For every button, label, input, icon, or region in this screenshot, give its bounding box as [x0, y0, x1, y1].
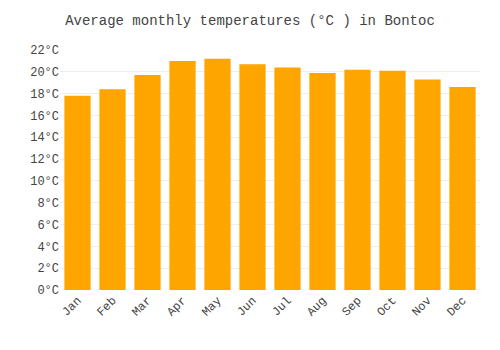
svg-text:12°C: 12°C: [30, 153, 59, 167]
svg-text:18°C: 18°C: [30, 88, 59, 102]
svg-text:Oct: Oct: [374, 294, 399, 319]
svg-text:Nov: Nov: [409, 294, 434, 319]
svg-text:Average monthly temperatures (: Average monthly temperatures (°C ) in Bo…: [65, 13, 435, 29]
svg-text:0°C: 0°C: [37, 284, 59, 298]
svg-text:Sep: Sep: [339, 294, 364, 319]
svg-text:May: May: [199, 294, 224, 319]
svg-text:10°C: 10°C: [30, 175, 59, 189]
svg-text:Aug: Aug: [304, 294, 329, 319]
svg-text:4°C: 4°C: [37, 241, 59, 255]
svg-text:22°C: 22°C: [30, 44, 59, 58]
svg-text:20°C: 20°C: [30, 66, 59, 80]
svg-text:8°C: 8°C: [37, 197, 59, 211]
svg-text:Jan: Jan: [59, 294, 84, 319]
svg-text:Feb: Feb: [94, 294, 119, 319]
svg-text:Jul: Jul: [269, 294, 294, 319]
svg-text:Mar: Mar: [129, 294, 154, 319]
svg-text:6°C: 6°C: [37, 219, 59, 233]
svg-text:2°C: 2°C: [37, 262, 59, 276]
svg-text:14°C: 14°C: [30, 131, 59, 145]
svg-text:Apr: Apr: [164, 294, 189, 319]
svg-text:16°C: 16°C: [30, 110, 59, 124]
svg-text:Dec: Dec: [444, 294, 469, 319]
svg-text:Jun: Jun: [234, 294, 259, 319]
